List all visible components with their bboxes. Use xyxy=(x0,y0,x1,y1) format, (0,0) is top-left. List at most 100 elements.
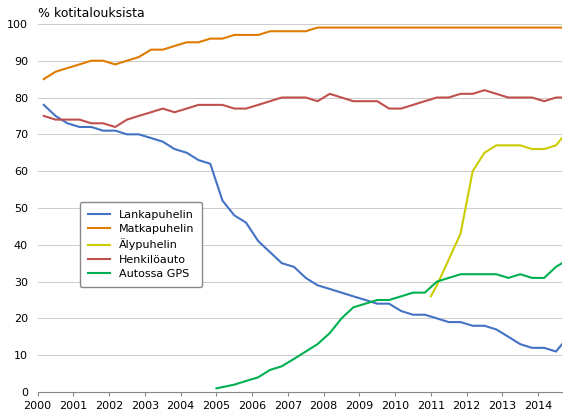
Henkilöauto xyxy=(231,106,238,111)
Matkapuhelin xyxy=(207,36,214,41)
Lankapuhelin xyxy=(481,323,488,328)
Matkapuhelin xyxy=(410,25,417,30)
Lankapuhelin xyxy=(374,301,381,306)
Matkapuhelin xyxy=(291,29,298,34)
Line: Matkapuhelin: Matkapuhelin xyxy=(44,28,562,79)
Matkapuhelin xyxy=(350,25,357,30)
Lankapuhelin xyxy=(302,275,309,280)
Lankapuhelin xyxy=(159,139,166,144)
Lankapuhelin xyxy=(123,132,130,137)
Henkilöauto xyxy=(457,91,464,96)
Henkilöauto xyxy=(374,99,381,104)
Autossa GPS xyxy=(374,298,381,303)
Henkilöauto xyxy=(291,95,298,100)
Matkapuhelin xyxy=(446,25,452,30)
Lankapuhelin xyxy=(314,283,321,288)
Matkapuhelin xyxy=(135,54,142,59)
Henkilöauto xyxy=(362,99,369,104)
Henkilöauto xyxy=(505,95,512,100)
Lankapuhelin xyxy=(291,264,298,269)
Matkapuhelin xyxy=(231,33,238,38)
Matkapuhelin xyxy=(302,29,309,34)
Matkapuhelin xyxy=(255,33,262,38)
Henkilöauto xyxy=(326,91,333,96)
Lankapuhelin xyxy=(422,312,428,317)
Matkapuhelin xyxy=(559,25,566,30)
Älypuhelin xyxy=(434,283,440,288)
Lankapuhelin xyxy=(88,125,94,130)
Matkapuhelin xyxy=(493,25,500,30)
Legend: Lankapuhelin, Matkapuhelin, Älypuhelin, Henkilöauto, Autossa GPS: Lankapuhelin, Matkapuhelin, Älypuhelin, … xyxy=(80,202,202,287)
Lankapuhelin xyxy=(362,298,369,303)
Matkapuhelin xyxy=(112,62,119,67)
Autossa GPS xyxy=(422,290,428,295)
Lankapuhelin xyxy=(147,135,154,140)
Matkapuhelin xyxy=(147,47,154,52)
Henkilöauto xyxy=(481,88,488,93)
Matkapuhelin xyxy=(529,25,535,30)
Autossa GPS xyxy=(267,367,274,372)
Matkapuhelin xyxy=(123,58,130,63)
Henkilöauto xyxy=(469,91,476,96)
Lankapuhelin xyxy=(338,290,345,295)
Autossa GPS xyxy=(398,294,405,299)
Henkilöauto xyxy=(314,99,321,104)
Älypuhelin xyxy=(541,147,547,152)
Matkapuhelin xyxy=(517,25,523,30)
Henkilöauto xyxy=(112,125,119,130)
Autossa GPS xyxy=(552,264,559,269)
Lankapuhelin xyxy=(326,286,333,291)
Älypuhelin xyxy=(559,135,566,140)
Matkapuhelin xyxy=(242,33,249,38)
Autossa GPS xyxy=(469,272,476,277)
Autossa GPS xyxy=(302,349,309,354)
Henkilöauto xyxy=(195,102,202,107)
Henkilöauto xyxy=(64,117,71,122)
Lankapuhelin xyxy=(541,345,547,350)
Lankapuhelin xyxy=(493,327,500,332)
Lankapuhelin xyxy=(410,312,417,317)
Matkapuhelin xyxy=(338,25,345,30)
Henkilöauto xyxy=(242,106,249,111)
Älypuhelin xyxy=(529,147,535,152)
Älypuhelin xyxy=(481,150,488,155)
Lankapuhelin xyxy=(183,150,190,155)
Henkilöauto xyxy=(255,102,262,107)
Lankapuhelin xyxy=(398,308,405,314)
Lankapuhelin xyxy=(559,342,566,347)
Matkapuhelin xyxy=(457,25,464,30)
Matkapuhelin xyxy=(278,29,285,34)
Matkapuhelin xyxy=(398,25,405,30)
Autossa GPS xyxy=(314,342,321,347)
Lankapuhelin xyxy=(171,147,178,152)
Matkapuhelin xyxy=(171,43,178,48)
Autossa GPS xyxy=(505,275,512,280)
Älypuhelin xyxy=(517,143,523,148)
Lankapuhelin xyxy=(100,128,106,133)
Lankapuhelin xyxy=(529,345,535,350)
Henkilöauto xyxy=(517,95,523,100)
Lankapuhelin xyxy=(457,320,464,325)
Henkilöauto xyxy=(398,106,405,111)
Älypuhelin xyxy=(469,168,476,173)
Autossa GPS xyxy=(231,382,238,387)
Lankapuhelin xyxy=(267,250,274,255)
Matkapuhelin xyxy=(326,25,333,30)
Henkilöauto xyxy=(40,113,47,118)
Lankapuhelin xyxy=(434,316,440,321)
Henkilöauto xyxy=(350,99,357,104)
Autossa GPS xyxy=(541,275,547,280)
Autossa GPS xyxy=(481,272,488,277)
Matkapuhelin xyxy=(40,76,47,82)
Matkapuhelin xyxy=(52,69,59,74)
Autossa GPS xyxy=(529,275,535,280)
Älypuhelin xyxy=(446,257,452,262)
Autossa GPS xyxy=(278,364,285,369)
Henkilöauto xyxy=(207,102,214,107)
Autossa GPS xyxy=(255,375,262,380)
Henkilöauto xyxy=(76,117,83,122)
Älypuhelin xyxy=(427,294,434,299)
Henkilöauto xyxy=(446,95,452,100)
Lankapuhelin xyxy=(242,220,249,225)
Lankapuhelin xyxy=(64,121,71,126)
